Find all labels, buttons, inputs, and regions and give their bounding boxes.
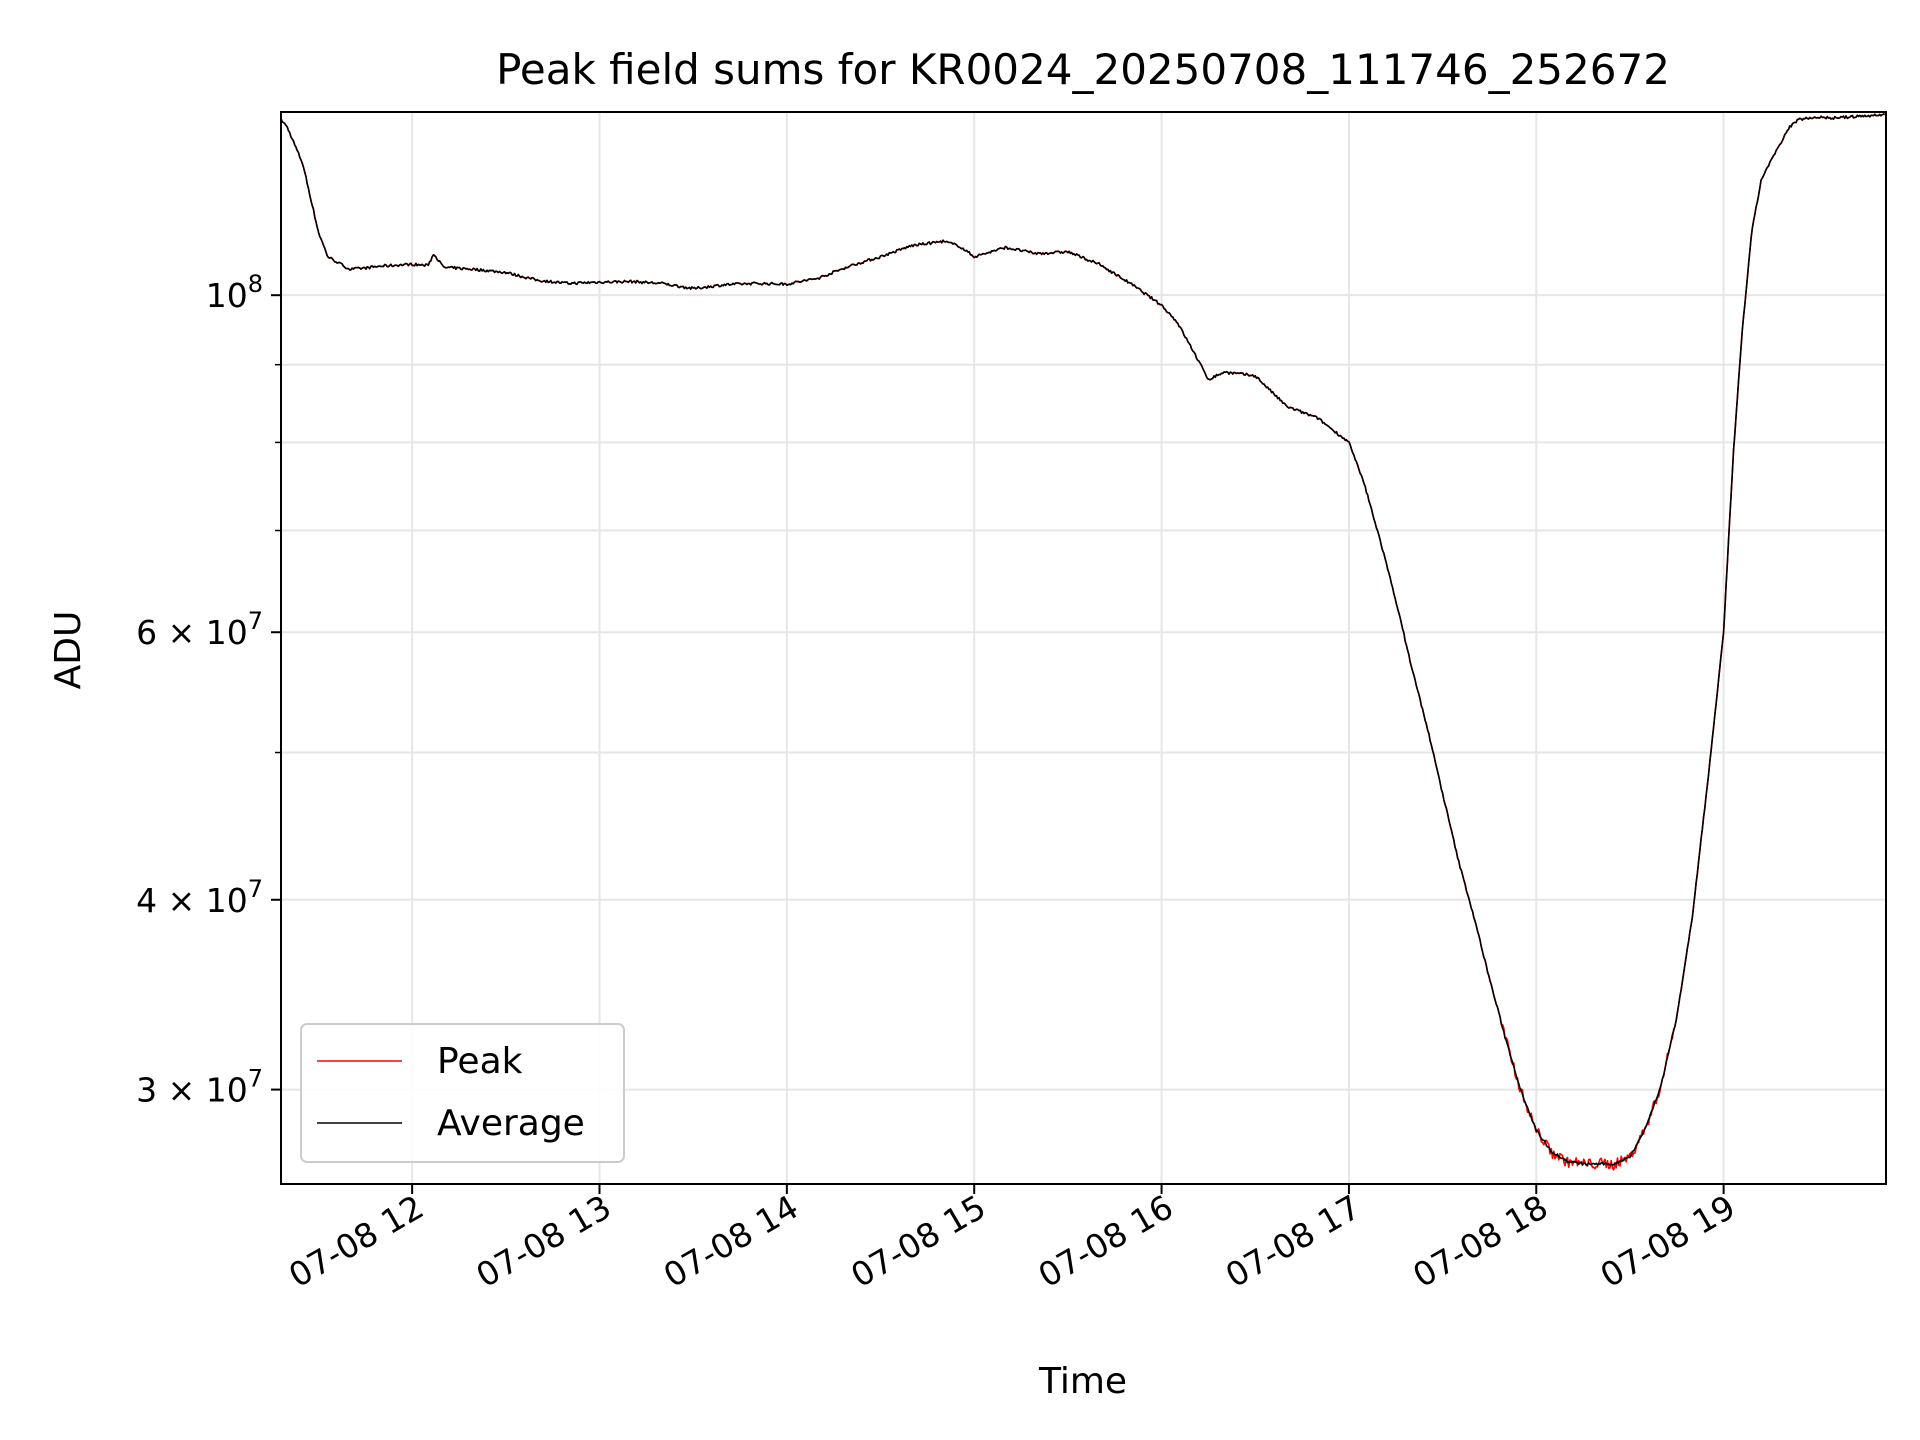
legend-label-peak: Peak bbox=[437, 1041, 523, 1082]
plot-frame bbox=[280, 111, 1887, 1185]
legend-box bbox=[300, 1023, 625, 1163]
series-line-average bbox=[280, 113, 1885, 1166]
y-tick-label: 3 × 107 bbox=[136, 1065, 263, 1110]
grid-lines bbox=[281, 112, 1886, 1184]
x-axis-label: Time bbox=[1038, 1361, 1127, 1402]
y-tick-label: 6 × 107 bbox=[136, 607, 263, 652]
y-tick-label: 4 × 107 bbox=[136, 875, 263, 920]
y-axis-label: ADU bbox=[48, 611, 89, 690]
legend-label-average: Average bbox=[437, 1103, 585, 1144]
legend: Peak Average bbox=[300, 1023, 625, 1163]
series-lines bbox=[280, 113, 1885, 1171]
chart-title: Peak field sums for KR0024_20250708_1117… bbox=[496, 45, 1670, 94]
